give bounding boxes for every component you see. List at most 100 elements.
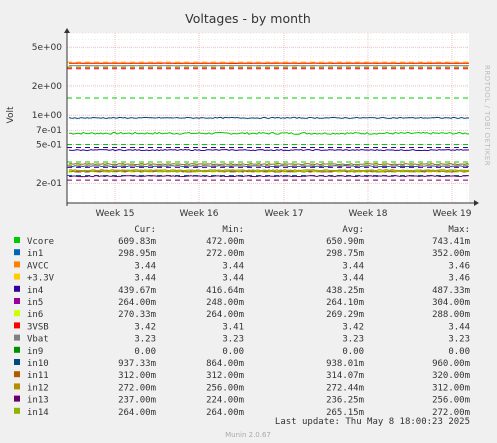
legend-max-in1: 352.00m <box>432 249 470 259</box>
y-tick-label: 2e-01 <box>36 179 62 189</box>
legend-cur-vbat: 3.23 <box>134 335 156 345</box>
legend-max-in6: 288.00m <box>432 310 470 320</box>
legend-max-in9: 0.00 <box>448 347 470 357</box>
legend-cur-in12: 272.00m <box>118 383 156 393</box>
series-line-in13 <box>68 175 470 178</box>
x-tick-labels: Week 15 Week 16 Week 17 Week 18 Week 19 <box>96 209 472 219</box>
series-line-in12 <box>68 169 470 172</box>
legend-swatch-avcc <box>14 261 20 268</box>
legend-avg-in5: 264.10m <box>326 298 364 308</box>
legend-avg-vbat: 3.23 <box>342 335 364 345</box>
chart-title: Voltages - by month <box>185 11 311 26</box>
x-tick-label: Week 19 <box>433 209 472 219</box>
legend-cur-in11: 312.00m <box>118 371 156 381</box>
legend-name-3vsb: 3VSB <box>27 322 49 332</box>
legend-max-vbat: 3.23 <box>448 335 470 345</box>
legend-name-avcc: AVCC <box>27 261 49 271</box>
legend-min-in6: 264.00m <box>206 310 244 320</box>
legend-name-33v: +3.3V <box>27 274 55 284</box>
legend-cur-vcore: 609.83m <box>118 237 156 247</box>
legend-name-vcore: Vcore <box>27 237 54 247</box>
legend-avg-33v: 3.44 <box>342 274 364 284</box>
legend-avg-in10: 938.01m <box>326 359 364 369</box>
legend-min-in4: 416.64m <box>206 286 244 296</box>
legend-min-in11: 312.00m <box>206 371 244 381</box>
legend-avg-in6: 269.29m <box>326 310 364 320</box>
legend-swatch-in9 <box>14 346 20 353</box>
x-tick-label: Week 17 <box>265 209 304 219</box>
legend-min-vcore: 472.00m <box>206 237 244 247</box>
legend-swatch-3vsb <box>14 322 20 329</box>
legend-max-33v: 3.46 <box>448 274 470 284</box>
legend-min-33v: 3.44 <box>222 274 244 284</box>
legend-name-vbat: Vbat <box>27 335 49 345</box>
legend-min-avcc: 3.44 <box>222 261 244 271</box>
legend-avg-vcore: 650.90m <box>326 237 364 247</box>
legend-swatch-in13 <box>14 395 20 402</box>
x-tick-label: Week 16 <box>180 209 219 219</box>
legend-name-in14: in14 <box>27 408 49 418</box>
legend-swatch-in6 <box>14 310 20 317</box>
legend-swatch-in11 <box>14 371 20 378</box>
legend-avg-in12: 272.44m <box>326 383 364 393</box>
legend-name-in6: in6 <box>27 310 43 320</box>
legend-name-in13: in13 <box>27 396 49 406</box>
legend-max-in12: 312.00m <box>432 383 470 393</box>
legend-swatch-in1 <box>14 249 20 256</box>
legend-name-in9: in9 <box>27 347 43 357</box>
legend-cur-in5: 264.00m <box>118 298 156 308</box>
legend-swatch-in14 <box>14 407 20 414</box>
legend-avg-avcc: 3.44 <box>342 261 364 271</box>
legend-cur-in6: 270.33m <box>118 310 156 320</box>
series-line-in11 <box>68 163 470 166</box>
legend-max-in14: 272.00m <box>432 408 470 418</box>
legend-name-in10: in10 <box>27 359 49 369</box>
y-tick-label: 5e+00 <box>32 43 63 53</box>
legend-swatch-33v <box>14 273 20 280</box>
legend-min-in10: 864.00m <box>206 359 244 369</box>
legend-swatch-vbat <box>14 334 20 341</box>
y-tick-label: 1e+00 <box>32 111 63 121</box>
series-line-vcore <box>68 131 470 135</box>
legend-cur-in13: 237.00m <box>118 396 156 406</box>
legend-max-vcore: 743.41m <box>432 237 470 247</box>
legend-min-in12: 256.00m <box>206 383 244 393</box>
legend-min-in13: 224.00m <box>206 396 244 406</box>
x-tick-label: Week 18 <box>349 209 388 219</box>
legend-min-in5: 248.00m <box>206 298 244 308</box>
legend-cur-in4: 439.67m <box>118 286 156 296</box>
legend-swatch-in12 <box>14 383 20 390</box>
series-line-in10 <box>68 116 470 119</box>
side-label: RRDTOOL / TOBI OETIKER <box>483 65 491 166</box>
legend-name-in5: in5 <box>27 298 43 308</box>
legend-cur-33v: 3.44 <box>134 274 156 284</box>
legend-cur-in14: 264.00m <box>118 408 156 418</box>
y-tick-label: 7e-01 <box>36 126 62 136</box>
series-line-in4 <box>68 148 470 152</box>
last-update: Last update: Thu May 8 18:00:23 2025 <box>275 417 470 427</box>
legend-header-max: Max: <box>448 225 470 235</box>
legend-swatch-in4 <box>14 285 20 292</box>
legend-name-in1: in1 <box>27 249 43 259</box>
y-tick-labels: 5e+00 2e+00 1e+00 7e-01 5e-01 2e-01 <box>32 43 63 189</box>
x-tick-label: Week 15 <box>96 209 135 219</box>
y-tick-label: 2e+00 <box>32 82 63 92</box>
legend-max-in5: 304.00m <box>432 298 470 308</box>
legend-swatch-vcore <box>14 237 20 243</box>
x-axis-arrow <box>474 200 479 206</box>
series-line-in14 <box>68 170 470 173</box>
series-line-in1 <box>68 165 470 168</box>
legend-avg-in14: 265.15m <box>326 408 364 418</box>
legend: Vcore 609.83m 472.00m 650.90m 743.41m in1 298.… <box>14 237 470 418</box>
legend-name-in11: in11 <box>27 371 49 381</box>
y-axis-arrow <box>64 28 70 33</box>
munin-version: Munin 2.0.67 <box>225 431 271 439</box>
legend-avg-3vsb: 3.42 <box>342 322 364 332</box>
y-axis-label: Volt <box>6 106 16 123</box>
legend-max-in11: 320.00m <box>432 371 470 381</box>
legend-name-in12: in12 <box>27 383 49 393</box>
legend-avg-in4: 438.25m <box>326 286 364 296</box>
legend-header-avg: Avg: <box>342 225 364 235</box>
legend-max-in10: 960.00m <box>432 359 470 369</box>
